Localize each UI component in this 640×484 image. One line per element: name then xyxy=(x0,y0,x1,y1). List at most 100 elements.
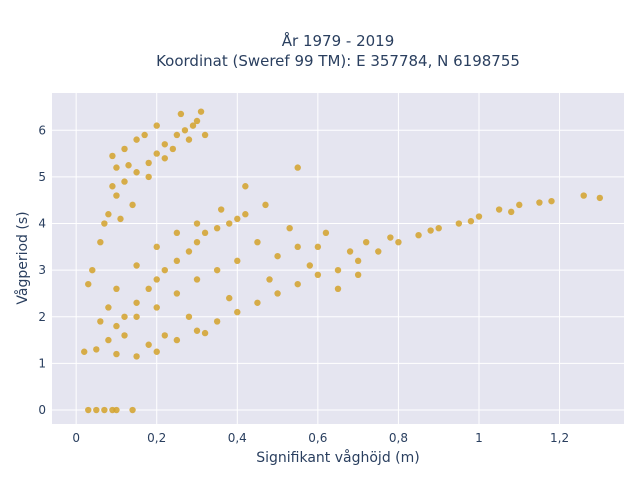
data-point xyxy=(266,276,273,283)
y-tick-label: 4 xyxy=(38,217,46,231)
data-point xyxy=(121,332,128,339)
data-point xyxy=(495,206,503,213)
data-point xyxy=(113,406,120,414)
data-point xyxy=(274,290,281,297)
x-tick-label: 0,8 xyxy=(389,431,408,445)
x-tick-label: 1 xyxy=(475,431,483,445)
data-point xyxy=(314,243,322,251)
data-point xyxy=(133,136,140,143)
y-tick-label: 0 xyxy=(38,403,46,417)
data-point xyxy=(105,336,112,344)
data-point xyxy=(101,406,108,414)
plot-background xyxy=(52,93,624,424)
data-point xyxy=(125,162,132,169)
data-point xyxy=(354,257,362,265)
data-point xyxy=(322,229,330,237)
data-point xyxy=(334,266,342,274)
data-point xyxy=(173,336,181,344)
x-tick-label: 0,6 xyxy=(308,431,327,445)
data-point xyxy=(185,136,193,143)
data-point xyxy=(145,173,152,181)
data-point xyxy=(145,159,152,167)
data-point xyxy=(169,145,177,153)
data-point xyxy=(153,243,160,251)
data-point xyxy=(81,348,88,355)
data-point xyxy=(153,122,160,129)
data-point xyxy=(346,248,354,255)
data-point xyxy=(213,318,221,325)
data-point xyxy=(314,271,322,279)
data-point xyxy=(193,117,201,125)
y-tick-label: 2 xyxy=(38,310,46,324)
data-point xyxy=(536,199,543,206)
data-point xyxy=(415,231,422,239)
y-tick-label: 5 xyxy=(38,170,46,184)
data-point xyxy=(254,299,261,306)
data-point xyxy=(193,220,201,227)
data-point xyxy=(201,329,209,337)
data-point xyxy=(306,262,314,269)
data-point xyxy=(93,406,100,414)
y-tick-label: 1 xyxy=(38,356,46,370)
data-point xyxy=(117,215,124,223)
data-point xyxy=(362,238,370,246)
data-point xyxy=(596,194,604,202)
data-point xyxy=(109,183,116,190)
data-point xyxy=(226,220,233,227)
data-point xyxy=(121,145,128,153)
data-point xyxy=(226,294,233,302)
chart-title-line-1: År 1979 - 2019 xyxy=(282,31,395,50)
data-point xyxy=(395,238,402,246)
data-point xyxy=(193,238,201,246)
x-axis-ticks: 0 0,2 0,4 0,6 0,8 1 1,2 xyxy=(72,431,569,445)
data-point xyxy=(475,213,483,220)
data-point xyxy=(193,327,201,334)
data-point xyxy=(89,266,96,274)
y-tick-label: 6 xyxy=(38,123,46,137)
data-point xyxy=(109,152,116,160)
data-point xyxy=(234,215,241,223)
data-point xyxy=(177,110,185,118)
data-point xyxy=(508,208,515,216)
data-point xyxy=(173,257,181,265)
data-point xyxy=(242,183,249,190)
data-point xyxy=(274,252,281,260)
data-point xyxy=(193,276,201,283)
data-point xyxy=(113,322,120,330)
data-point xyxy=(217,206,225,213)
data-point xyxy=(161,155,168,162)
data-point xyxy=(387,234,394,241)
data-point xyxy=(113,285,120,293)
data-point xyxy=(173,290,181,297)
y-axis-ticks: 0 1 2 3 4 5 6 xyxy=(38,123,46,417)
data-point xyxy=(234,257,241,265)
data-point xyxy=(145,285,152,293)
data-point xyxy=(213,224,221,232)
data-point xyxy=(294,164,301,171)
data-point xyxy=(185,248,193,255)
data-point xyxy=(161,141,168,148)
data-point xyxy=(201,131,209,139)
data-point xyxy=(133,299,140,306)
data-point xyxy=(354,271,362,279)
data-point xyxy=(113,192,120,199)
data-point xyxy=(113,350,120,358)
data-point xyxy=(234,308,241,316)
data-point xyxy=(133,262,140,269)
data-point xyxy=(85,406,92,414)
data-points xyxy=(81,108,604,414)
data-point xyxy=(113,164,120,171)
data-point xyxy=(213,266,221,274)
data-point xyxy=(173,229,181,237)
data-point xyxy=(242,211,249,218)
data-point xyxy=(262,201,269,209)
chart-title-line-2: Koordinat (Sweref 99 TM): E 357784, N 61… xyxy=(156,52,520,70)
data-point xyxy=(153,304,160,311)
data-point xyxy=(181,127,189,134)
data-point xyxy=(435,224,442,232)
data-point xyxy=(133,313,140,320)
data-point xyxy=(105,304,112,311)
data-point xyxy=(101,220,108,227)
